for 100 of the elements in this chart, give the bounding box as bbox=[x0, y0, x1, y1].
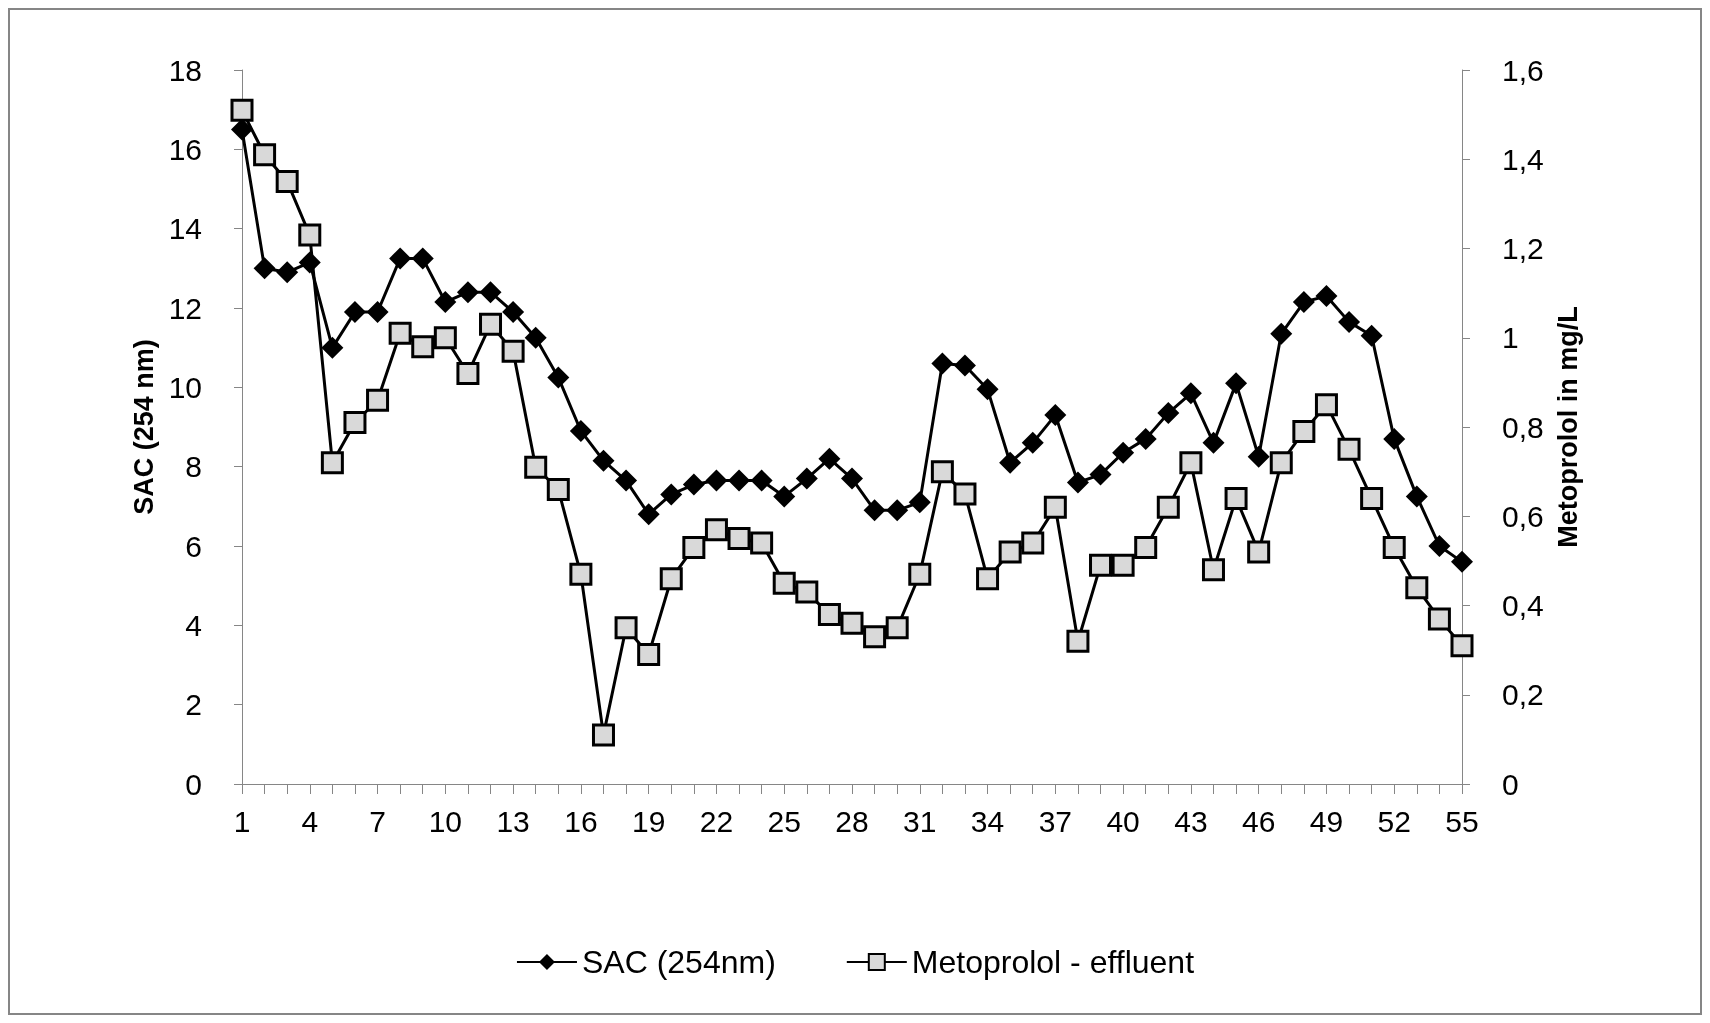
point bbox=[411, 335, 435, 359]
x-tick-label: 28 bbox=[835, 804, 869, 838]
point bbox=[569, 419, 592, 442]
x-tick-label: 37 bbox=[1038, 804, 1073, 838]
point bbox=[660, 483, 683, 506]
point bbox=[501, 339, 525, 363]
x-tick-label: 31 bbox=[903, 804, 937, 838]
point bbox=[773, 485, 796, 508]
point bbox=[253, 143, 277, 167]
point bbox=[1270, 322, 1293, 345]
y-tick-label: 14 bbox=[168, 212, 202, 246]
point bbox=[591, 723, 615, 747]
point bbox=[728, 469, 751, 492]
x-tick-label: 49 bbox=[1309, 804, 1344, 838]
point bbox=[479, 281, 502, 304]
point bbox=[637, 503, 660, 526]
y2-tick-label: 0,8 bbox=[1502, 410, 1544, 444]
point bbox=[1269, 451, 1293, 475]
point bbox=[1202, 431, 1225, 454]
point bbox=[704, 518, 728, 542]
point bbox=[479, 312, 503, 336]
point bbox=[343, 300, 366, 323]
point bbox=[524, 326, 547, 349]
y2-tick-label: 0 bbox=[1502, 767, 1519, 801]
point bbox=[998, 540, 1022, 564]
y2-tick-label: 1,2 bbox=[1502, 232, 1544, 265]
x-tick-label: 52 bbox=[1377, 804, 1411, 838]
point bbox=[524, 455, 548, 479]
point bbox=[1157, 402, 1180, 425]
x-tick-label: 22 bbox=[699, 804, 734, 838]
point bbox=[1247, 540, 1271, 564]
point bbox=[1405, 485, 1428, 508]
point bbox=[1044, 404, 1067, 427]
point bbox=[705, 469, 728, 492]
point bbox=[1179, 451, 1203, 475]
point bbox=[1360, 486, 1384, 510]
y2-tick-label: 1 bbox=[1502, 321, 1519, 355]
point bbox=[1111, 553, 1135, 577]
point bbox=[1021, 431, 1044, 454]
y2-tick-label: 0,2 bbox=[1502, 678, 1544, 712]
point bbox=[456, 281, 479, 304]
point bbox=[1428, 535, 1451, 557]
y2-tick-label: 1,6 bbox=[1502, 53, 1544, 87]
legend-label: Metoprolol - effluent bbox=[911, 944, 1195, 980]
x-tick-label: 34 bbox=[970, 804, 1005, 838]
point bbox=[750, 531, 774, 555]
point bbox=[1382, 535, 1406, 559]
point bbox=[298, 223, 322, 247]
y2-axis-title: Metoprolol in mg/L bbox=[1553, 306, 1584, 548]
y-tick-label: 16 bbox=[168, 132, 202, 166]
y-tick-label: 0 bbox=[185, 767, 202, 801]
point bbox=[321, 336, 344, 359]
point bbox=[1337, 437, 1361, 461]
y-axis-title: SAC (254 nm) bbox=[129, 339, 160, 515]
point bbox=[885, 616, 909, 640]
point bbox=[389, 247, 412, 270]
point bbox=[841, 467, 863, 490]
point bbox=[502, 300, 525, 323]
point bbox=[1338, 310, 1361, 333]
point bbox=[1224, 486, 1248, 510]
point bbox=[908, 491, 931, 514]
x-tick-label: 1 bbox=[233, 804, 251, 838]
x-tick-label: 16 bbox=[564, 804, 598, 838]
y-tick-label: 2 bbox=[185, 688, 202, 722]
point bbox=[953, 482, 977, 506]
point bbox=[682, 535, 706, 559]
x-tick-label: 43 bbox=[1174, 804, 1208, 838]
y-tick-label: 10 bbox=[168, 370, 202, 404]
point bbox=[1315, 285, 1338, 308]
point bbox=[818, 447, 841, 470]
point bbox=[931, 352, 954, 375]
point bbox=[298, 251, 321, 274]
x-tick-label: 4 bbox=[301, 804, 319, 838]
point bbox=[1450, 634, 1474, 658]
point bbox=[795, 580, 819, 604]
legend-label: SAC (254nm) bbox=[581, 944, 776, 980]
point bbox=[547, 366, 570, 389]
point bbox=[840, 611, 864, 635]
point bbox=[320, 451, 344, 475]
point bbox=[1156, 495, 1180, 519]
y-tick-label: 8 bbox=[185, 450, 202, 484]
point bbox=[930, 460, 954, 484]
x-tick-label: 25 bbox=[767, 804, 801, 838]
point bbox=[727, 527, 751, 551]
point bbox=[682, 473, 705, 496]
point bbox=[1292, 419, 1316, 443]
point bbox=[976, 567, 1000, 591]
x-tick-label: 55 bbox=[1445, 804, 1479, 838]
point bbox=[1451, 550, 1473, 573]
point bbox=[592, 449, 615, 472]
point bbox=[615, 469, 638, 492]
point bbox=[1134, 427, 1157, 450]
x-tick-label: 40 bbox=[1106, 804, 1140, 838]
point bbox=[388, 321, 412, 345]
point bbox=[456, 361, 480, 385]
y-tick-label: 18 bbox=[168, 53, 202, 87]
point bbox=[750, 469, 773, 492]
x-tick-label: 13 bbox=[496, 804, 530, 838]
point bbox=[366, 388, 390, 412]
point bbox=[863, 499, 886, 522]
